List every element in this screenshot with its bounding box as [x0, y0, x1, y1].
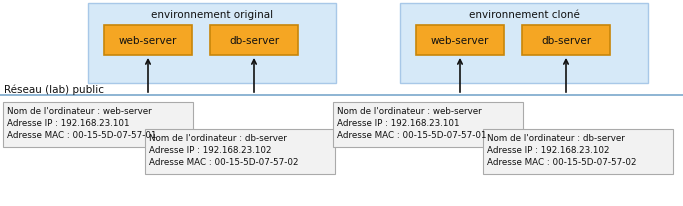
Bar: [3, 103, 193, 147]
Text: web-server: web-server: [119, 36, 177, 46]
Text: db-server: db-server: [541, 36, 591, 46]
Bar: [400, 4, 648, 84]
Text: Réseau (lab) public: Réseau (lab) public: [4, 84, 104, 95]
Text: Nom de l'ordinateur : db-server
Adresse IP : 192.168.23.102
Adresse MAC : 00-15-: Nom de l'ordinateur : db-server Adresse …: [487, 133, 637, 166]
Bar: [88, 4, 336, 84]
Text: Nom de l'ordinateur : web-server
Adresse IP : 192.168.23.101
Adresse MAC : 00-15: Nom de l'ordinateur : web-server Adresse…: [337, 107, 486, 140]
Text: environnement original: environnement original: [151, 10, 273, 20]
Text: Nom de l'ordinateur : db-server
Adresse IP : 192.168.23.102
Adresse MAC : 00-15-: Nom de l'ordinateur : db-server Adresse …: [149, 133, 298, 166]
Bar: [333, 103, 523, 147]
Bar: [210, 26, 298, 56]
Text: Nom de l'ordinateur : web-server
Adresse IP : 192.168.23.101
Adresse MAC : 00-15: Nom de l'ordinateur : web-server Adresse…: [7, 107, 156, 140]
Bar: [104, 26, 192, 56]
Text: db-server: db-server: [229, 36, 279, 46]
Bar: [522, 26, 610, 56]
Bar: [483, 129, 673, 174]
Bar: [416, 26, 504, 56]
Text: web-server: web-server: [431, 36, 489, 46]
Text: environnement cloné: environnement cloné: [469, 10, 579, 20]
Bar: [145, 129, 335, 174]
